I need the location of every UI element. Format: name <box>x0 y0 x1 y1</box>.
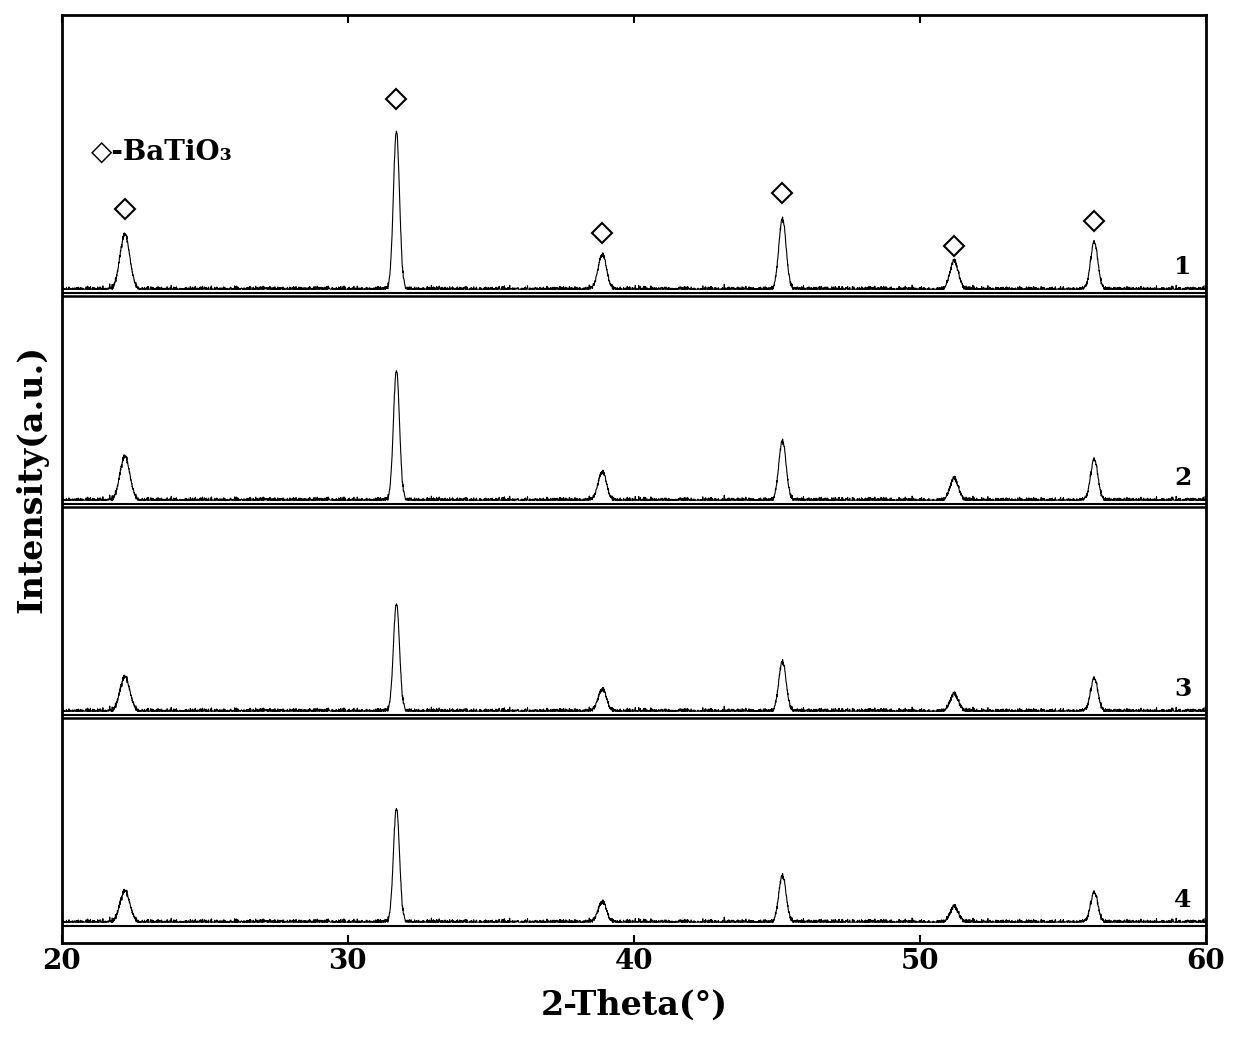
Text: ◇-BaTiO₃: ◇-BaTiO₃ <box>91 139 232 166</box>
X-axis label: 2-Theta(°): 2-Theta(°) <box>541 989 728 1022</box>
Text: 2: 2 <box>1174 466 1192 489</box>
Y-axis label: Intensity(a.u.): Intensity(a.u.) <box>15 345 48 613</box>
Text: 1: 1 <box>1174 255 1192 279</box>
Text: 4: 4 <box>1174 888 1192 912</box>
Text: 3: 3 <box>1174 676 1192 701</box>
